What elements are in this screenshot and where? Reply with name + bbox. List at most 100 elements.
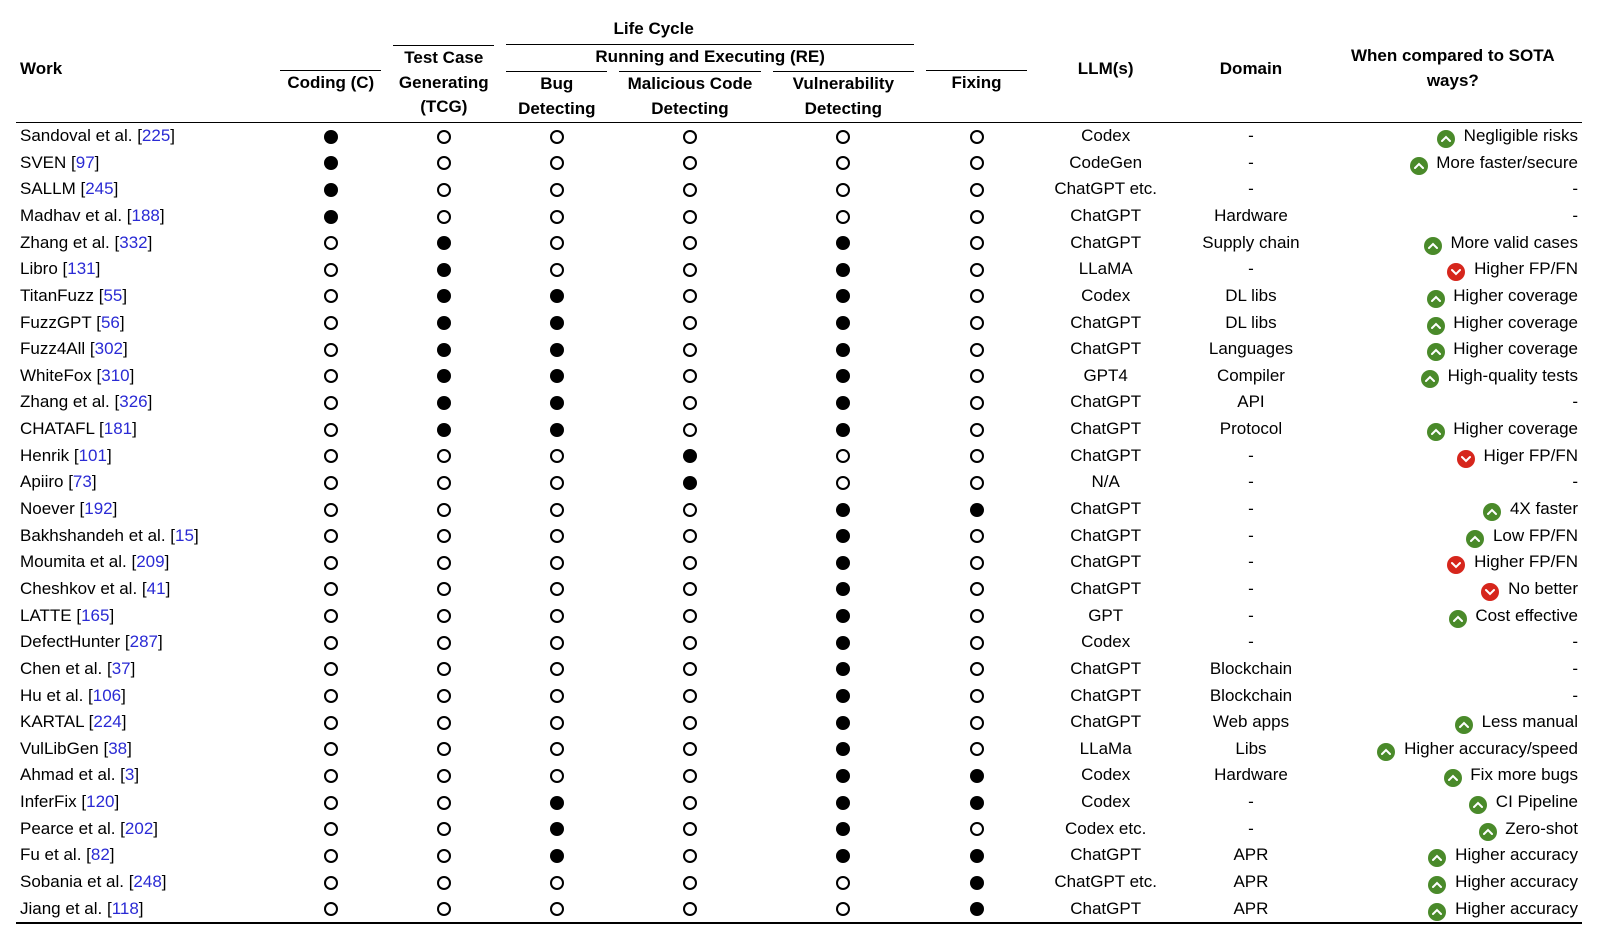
sota-cell: Higher FP/FN — [1324, 256, 1582, 283]
work-name: VulLibGen — [20, 739, 99, 758]
sota-cell: Zero-shot — [1324, 816, 1582, 843]
table-row: Sobania et al. [248]ChatGPT etc.APR High… — [16, 869, 1582, 896]
sota-cell: More valid cases — [1324, 230, 1582, 257]
marker-cell — [613, 549, 766, 576]
sota-cell: - — [1324, 656, 1582, 683]
marker-cell — [274, 842, 387, 869]
marker-icon — [550, 156, 564, 170]
work-cell: Fuzz4All [302] — [16, 336, 274, 363]
marker-cell — [500, 683, 613, 710]
marker-icon — [550, 636, 564, 650]
work-cell: FuzzGPT [56] — [16, 310, 274, 337]
marker-cell — [613, 762, 766, 789]
domain-cell: - — [1178, 123, 1323, 150]
marker-icon — [683, 849, 697, 863]
sota-text: More faster/secure — [1432, 153, 1578, 172]
domain-cell: - — [1178, 523, 1323, 550]
citation-ref: 310 — [101, 366, 129, 385]
marker-icon — [970, 689, 984, 703]
sota-cell: No better — [1324, 576, 1582, 603]
marker-cell — [767, 123, 920, 150]
marker-icon — [970, 769, 984, 783]
marker-icon — [550, 236, 564, 250]
marker-cell — [274, 549, 387, 576]
marker-icon — [970, 716, 984, 730]
marker-cell — [500, 176, 613, 203]
marker-icon — [550, 210, 564, 224]
domain-cell: API — [1178, 389, 1323, 416]
chevron-up-icon — [1427, 423, 1445, 441]
table-row: Pearce et al. [202] Codex etc.- Zero-shot — [16, 816, 1582, 843]
marker-icon — [437, 822, 451, 836]
marker-cell — [613, 389, 766, 416]
marker-icon — [550, 343, 564, 357]
marker-cell — [274, 576, 387, 603]
marker-icon — [836, 210, 850, 224]
llm-cell: Codex — [1033, 283, 1178, 310]
marker-cell — [767, 549, 920, 576]
marker-cell — [274, 389, 387, 416]
domain-cell: Hardware — [1178, 203, 1323, 230]
marker-icon — [437, 876, 451, 890]
marker-icon — [970, 236, 984, 250]
marker-cell — [920, 496, 1033, 523]
marker-cell — [920, 842, 1033, 869]
marker-cell — [767, 203, 920, 230]
sota-cell: Fix more bugs — [1324, 762, 1582, 789]
table-row: InferFix [120]Codex- CI Pipeline — [16, 789, 1582, 816]
marker-cell — [387, 576, 500, 603]
work-cell: Sandoval et al. [225] — [16, 123, 274, 150]
work-name: FuzzGPT — [20, 313, 91, 332]
marker-icon — [324, 582, 338, 596]
citation-ref: 73 — [73, 472, 92, 491]
marker-cell — [387, 389, 500, 416]
marker-icon — [683, 609, 697, 623]
marker-cell — [274, 709, 387, 736]
work-cell: KARTAL [224] — [16, 709, 274, 736]
sota-cell: - — [1324, 176, 1582, 203]
citation-ref: 287 — [130, 632, 158, 651]
citation-ref: 15 — [175, 526, 194, 545]
marker-icon — [324, 822, 338, 836]
marker-icon — [437, 796, 451, 810]
domain-cell: - — [1178, 816, 1323, 843]
llm-cell: Codex etc. — [1033, 816, 1178, 843]
marker-icon — [437, 662, 451, 676]
work-cell: Madhav et al. [188] — [16, 203, 274, 230]
col-bug: Bug Detecting — [500, 70, 613, 122]
marker-icon — [683, 289, 697, 303]
domain-cell: - — [1178, 496, 1323, 523]
marker-cell — [274, 683, 387, 710]
marker-cell — [613, 576, 766, 603]
table-row: Libro [131]LLaMA- Higher FP/FN — [16, 256, 1582, 283]
bug-label: Bug Detecting — [518, 74, 595, 118]
work-cell: Moumita et al. [209] — [16, 549, 274, 576]
marker-icon — [437, 236, 451, 250]
work-name: InferFix — [20, 792, 77, 811]
marker-cell — [387, 363, 500, 390]
citation-ref: 165 — [81, 606, 109, 625]
marker-cell — [613, 176, 766, 203]
marker-icon — [683, 396, 697, 410]
tcg-label: Test Case Generating (TCG) — [399, 48, 489, 116]
marker-cell — [274, 629, 387, 656]
marker-cell — [920, 283, 1033, 310]
domain-cell: Compiler — [1178, 363, 1323, 390]
marker-cell — [274, 816, 387, 843]
marker-cell — [767, 789, 920, 816]
table-row: Bakhshandeh et al. [15]ChatGPT- Low FP/F… — [16, 523, 1582, 550]
marker-icon — [970, 156, 984, 170]
marker-cell — [767, 629, 920, 656]
sota-text: Higher coverage — [1449, 419, 1578, 438]
work-cell: Ahmad et al. [3] — [16, 762, 274, 789]
marker-icon — [550, 876, 564, 890]
marker-cell — [767, 150, 920, 177]
marker-cell — [500, 230, 613, 257]
marker-cell — [500, 496, 613, 523]
marker-icon — [836, 529, 850, 543]
work-cell: Pearce et al. [202] — [16, 816, 274, 843]
marker-icon — [970, 476, 984, 490]
col-re-group: Running and Executing (RE) — [500, 43, 920, 71]
marker-icon — [324, 476, 338, 490]
marker-cell — [274, 603, 387, 630]
